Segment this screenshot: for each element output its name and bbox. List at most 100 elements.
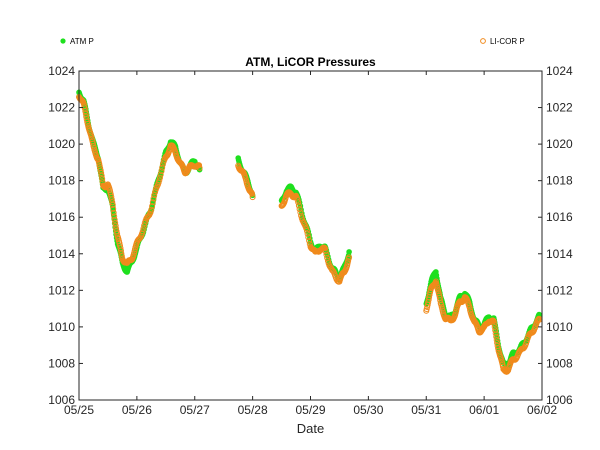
- data-point: [114, 230, 121, 237]
- y-tick-label-left: 1014: [48, 247, 75, 261]
- data-point: [249, 194, 256, 201]
- data-point: [295, 199, 302, 206]
- data-point: [149, 203, 156, 210]
- data-point: [490, 318, 497, 325]
- data-point: [117, 245, 124, 252]
- data-point: [109, 201, 116, 208]
- y-tick-label-right: 1024: [546, 64, 573, 78]
- data-point: [108, 193, 115, 200]
- data-point: [346, 254, 353, 261]
- y-tick-label-left: 1020: [48, 137, 75, 151]
- data-point: [157, 174, 163, 181]
- legend-licor: LI-COR P: [480, 37, 525, 46]
- data-point: [295, 202, 302, 209]
- data-point: [466, 304, 473, 311]
- y-tick-label-left: 1012: [48, 283, 75, 297]
- y-tick-label-right: 1010: [546, 320, 573, 334]
- y-tick-label-right: 1016: [546, 210, 573, 224]
- data-point: [150, 195, 157, 202]
- data-point: [110, 209, 117, 216]
- data-point: [84, 118, 91, 125]
- x-tick-label: 05/29: [295, 403, 325, 417]
- data-point: [111, 213, 118, 220]
- data-point: [148, 206, 155, 213]
- data-point: [147, 209, 154, 216]
- y-tick-label-right: 1014: [546, 247, 573, 261]
- data-point: [436, 294, 443, 301]
- data-point: [110, 205, 117, 212]
- ticks-layer: 1006 1006 1008 1008 1010 1010 1012 1012 1014 1014…: [48, 64, 573, 417]
- data-point: [491, 324, 498, 330]
- data-point: [139, 228, 146, 235]
- x-tick-label: 05/26: [122, 403, 152, 417]
- data-point: [108, 196, 115, 203]
- y-tick-label-right: 1012: [546, 283, 573, 297]
- data-point: [493, 337, 500, 343]
- x-tick-label: 05/25: [64, 403, 94, 417]
- data-point: [98, 172, 105, 179]
- y-tick-label-right: 1022: [546, 101, 573, 115]
- chart-title: ATM, LiCOR Pressures: [245, 55, 376, 69]
- data-point: [346, 249, 352, 255]
- legend-atm: ATM P: [60, 37, 94, 46]
- data-point: [294, 196, 301, 203]
- x-tick-label: 05/27: [180, 403, 210, 417]
- data-point: [138, 230, 145, 237]
- y-tick-label-right: 1018: [546, 174, 573, 188]
- data-point: [323, 251, 330, 258]
- data-point: [324, 254, 331, 261]
- data-point: [81, 105, 88, 112]
- data-point: [111, 216, 118, 223]
- data-point: [493, 333, 500, 340]
- data-point: [492, 327, 499, 334]
- data-point: [492, 330, 499, 337]
- data-point: [99, 175, 106, 182]
- x-axis-label: Date: [297, 421, 324, 436]
- data-layer: [76, 89, 543, 375]
- data-point: [249, 190, 256, 197]
- data-point: [98, 170, 105, 176]
- y-tick-label-left: 1008: [48, 356, 75, 370]
- legend-licor-marker: [480, 38, 486, 44]
- data-point: [97, 167, 104, 174]
- data-point: [156, 177, 163, 184]
- x-tick-label: 05/31: [411, 403, 441, 417]
- data-point: [305, 234, 312, 241]
- data-point: [306, 237, 313, 244]
- data-point: [196, 164, 203, 171]
- y-tick-label-right: 1006: [546, 393, 573, 407]
- data-point: [304, 230, 311, 237]
- data-point: [112, 219, 119, 226]
- y-tick-label-left: 1024: [48, 64, 75, 78]
- y-tick-label-left: 1016: [48, 210, 75, 224]
- x-tick-label: 05/30: [353, 403, 383, 417]
- y-tick-label-left: 1010: [48, 320, 75, 334]
- legend-licor-label: LI-COR P: [490, 37, 525, 46]
- data-point: [90, 140, 96, 147]
- y-tick-label-right: 1020: [546, 137, 573, 151]
- data-point: [159, 164, 166, 171]
- data-point: [118, 247, 124, 254]
- data-point: [158, 168, 165, 175]
- y-tick-label-left: 1022: [48, 101, 75, 115]
- data-point: [303, 225, 310, 232]
- series-licor-p: [76, 94, 543, 375]
- data-point: [82, 108, 89, 115]
- data-point: [296, 206, 303, 213]
- data-point: [157, 171, 164, 178]
- data-point: [491, 320, 498, 327]
- legend-atm-label: ATM P: [70, 37, 94, 46]
- x-tick-label: 06/01: [469, 403, 499, 417]
- x-tick-label: 05/28: [238, 403, 268, 417]
- data-point: [140, 225, 147, 232]
- data-point: [109, 199, 116, 206]
- data-point: [322, 245, 328, 252]
- x-tick-label: 06/02: [527, 403, 557, 417]
- data-point: [196, 162, 203, 169]
- data-point: [495, 345, 502, 352]
- legend-atm-marker: [60, 38, 66, 44]
- y-tick-label-left: 1018: [48, 174, 75, 188]
- data-point: [149, 199, 156, 206]
- y-tick-label-right: 1008: [546, 356, 573, 370]
